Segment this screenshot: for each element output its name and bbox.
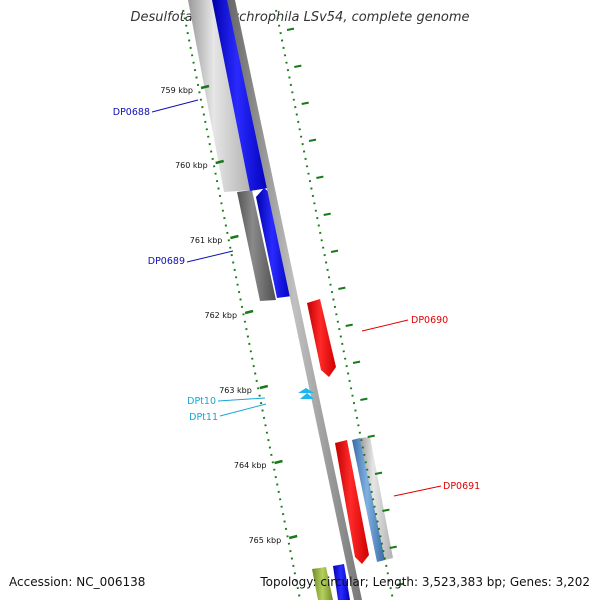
ruler-tick (323, 212, 331, 216)
ruler-major-ticks: 759 kbp 760 kbp 761 kbp 762 kbp 763 kbp 764 k… (160, 84, 298, 545)
ruler-tick (352, 360, 361, 364)
gene-label-dp0691[interactable]: DP0691 (443, 481, 480, 492)
cds-reverse-dp0690[interactable] (307, 299, 336, 377)
cog-ring-segment (237, 190, 276, 301)
ruler-tick (345, 323, 353, 327)
ruler-tick-label: 760 kbp (175, 161, 208, 170)
ruler-tick-label: 762 kbp (204, 311, 237, 320)
label-connector (219, 403, 267, 417)
trna-dpt11-icon[interactable] (300, 393, 314, 399)
gene-label-dp0688[interactable]: DP0688 (113, 107, 150, 118)
genome-summary-text: Topology: circular; Length: 3,523,383 bp… (260, 575, 590, 589)
gene-label-dpt11[interactable]: DPt11 (189, 412, 218, 423)
ruler-tick (301, 101, 309, 105)
label-connector (217, 397, 266, 402)
accession-text: Accession: NC_006138 (9, 575, 146, 589)
ruler-major-tick (274, 459, 283, 465)
ruler-tick (316, 175, 324, 179)
cog-ring-segment (312, 567, 333, 600)
ruler-tick (360, 397, 368, 401)
trna-dpt10-icon[interactable] (298, 388, 314, 393)
ruler-tick (338, 286, 346, 290)
gene-label-dp0689[interactable]: DP0689 (148, 256, 185, 267)
ruler-major-tick (244, 309, 254, 315)
cds-forward-dp0689[interactable] (256, 188, 292, 298)
ruler-tick (382, 508, 390, 512)
ruler-major-tick (200, 84, 210, 90)
ruler-tick (286, 27, 295, 31)
ruler-tick (308, 138, 317, 142)
ruler-tick (367, 434, 375, 438)
ruler-tick (294, 64, 302, 68)
ruler-tick-label: 763 kbp (219, 386, 252, 395)
cds-forward-partial (333, 564, 350, 600)
cds-reverse-dp0691[interactable] (335, 440, 369, 564)
label-connector (361, 319, 409, 332)
ruler-tick (389, 545, 397, 549)
gene-label-dp0690[interactable]: DP0690 (411, 315, 448, 326)
ruler-tick-label: 759 kbp (160, 86, 193, 95)
ruler-tick (330, 249, 339, 253)
ruler-tick-label: 764 kbp (234, 461, 267, 470)
cog-ring-segment (352, 438, 385, 562)
cog-ring-segment (188, 0, 252, 192)
cds-forward-dp0688[interactable] (212, 0, 268, 191)
label-connector (186, 250, 234, 263)
ruler-major-tick (288, 534, 298, 540)
label-connector (151, 99, 199, 113)
ruler-minor-ticks (182, 9, 405, 597)
genome-backbone (227, 0, 362, 600)
ruler-major-tick (215, 159, 225, 165)
ruler-tick-label: 765 kbp (249, 536, 282, 545)
ruler-major-tick (259, 384, 269, 390)
gene-label-dpt10[interactable]: DPt10 (187, 396, 216, 407)
ruler-tick-label: 761 kbp (190, 236, 223, 245)
cog-ring-segment (360, 437, 393, 560)
label-connector (393, 485, 442, 497)
ruler-major-tick (230, 234, 239, 240)
ruler-tick (396, 582, 405, 586)
ruler-tick (374, 471, 383, 475)
